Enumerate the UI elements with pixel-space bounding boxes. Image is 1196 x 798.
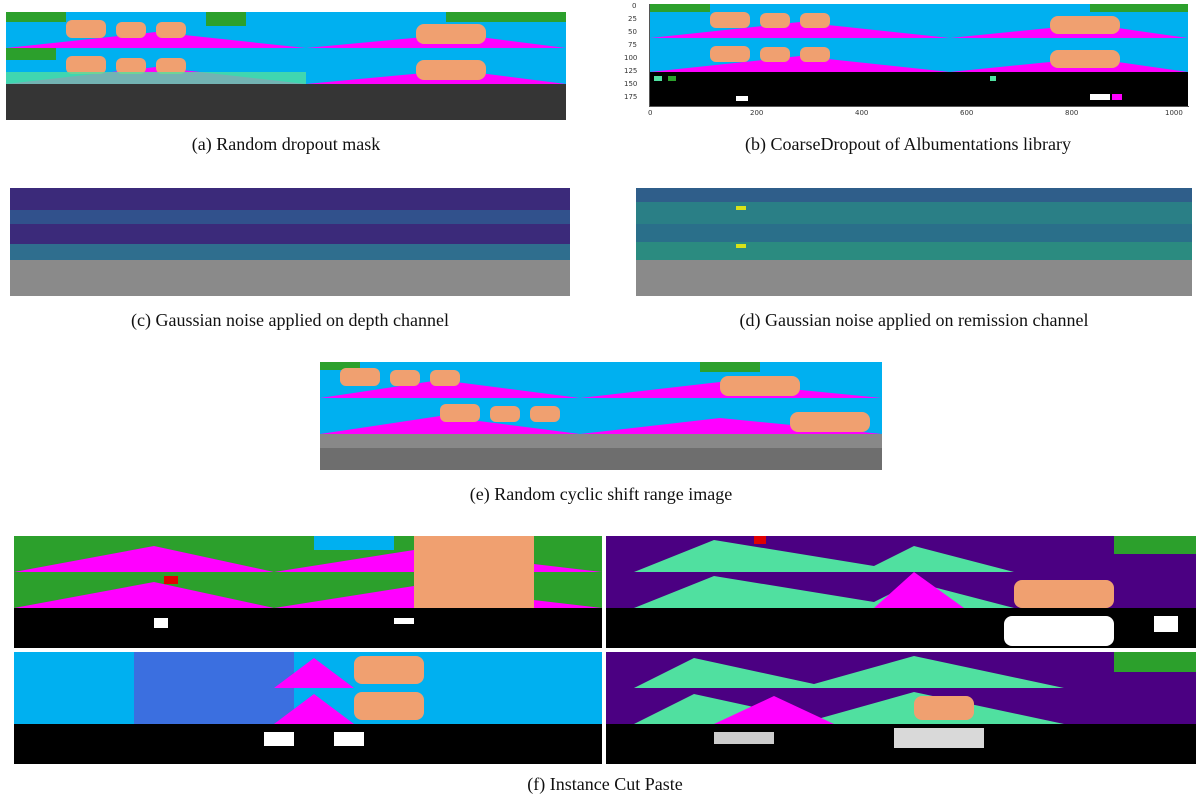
- panel-b-xtick: 400: [855, 109, 869, 117]
- caption-d: (d) Gaussian noise applied on remission …: [739, 310, 1089, 330]
- panel-c-image: [10, 188, 570, 296]
- panel-a-image: [6, 12, 566, 120]
- panel-d-image: [636, 188, 1192, 296]
- panel-b-y-axis: [649, 4, 650, 106]
- panel-b-x-axis: [649, 106, 1189, 107]
- panel-e-image: [320, 362, 882, 470]
- caption-a: (a) Random dropout mask: [191, 134, 381, 154]
- panel-b-ytick: 0: [632, 2, 637, 10]
- panel-b-ytick: 175: [624, 93, 638, 101]
- caption-b: (b) CoarseDropout of Albumentations libr…: [745, 134, 1071, 154]
- caption-e: (e) Random cyclic shift range image: [469, 484, 733, 504]
- panel-b-ytick: 150: [624, 80, 638, 88]
- panel-f-image: [14, 536, 1196, 764]
- panel-b-ytick: 100: [624, 54, 638, 62]
- panel-b-xtick: 600: [960, 109, 974, 117]
- panel-b-xtick: 800: [1065, 109, 1079, 117]
- panel-b-xtick: 1000: [1165, 109, 1183, 117]
- panel-b-ytick: 125: [624, 67, 638, 75]
- caption-c: (c) Gaussian noise applied on depth chan…: [131, 310, 449, 330]
- panel-b-xtick: 200: [750, 109, 764, 117]
- panel-b-xtick: 0: [648, 109, 653, 117]
- panel-b-image: [650, 4, 1188, 106]
- panel-b-ytick: 25: [628, 15, 637, 23]
- caption-f: (f) Instance Cut Paste: [527, 774, 683, 794]
- panel-b-ytick: 75: [628, 41, 637, 49]
- panel-b-ytick: 50: [628, 28, 637, 36]
